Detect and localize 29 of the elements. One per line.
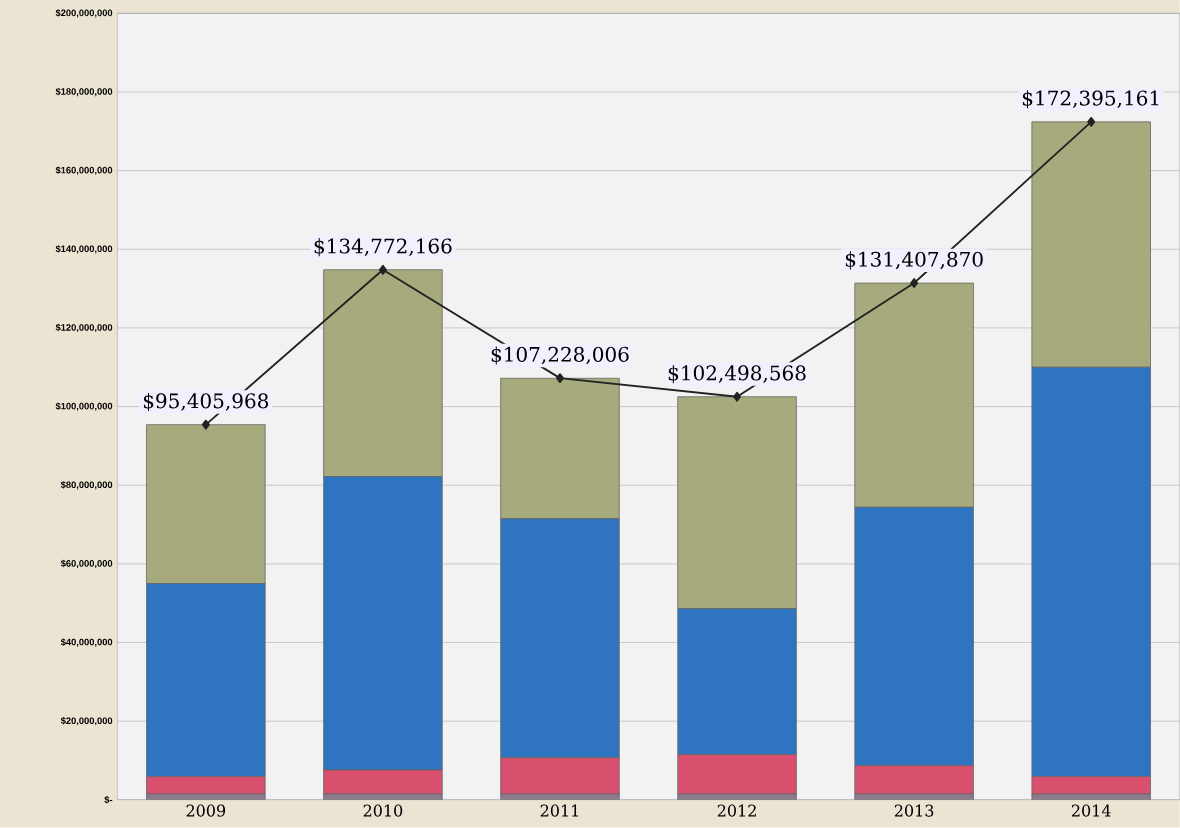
point bbox=[556, 373, 564, 384]
y-tick-label: $80,000,000 bbox=[60, 481, 113, 490]
x-tick-label: 2009 bbox=[186, 804, 226, 817]
point bbox=[1087, 117, 1096, 127]
x-tick-label: 2010 bbox=[363, 804, 403, 817]
y-tick-label: $40,000,000 bbox=[60, 638, 113, 647]
data-label: $131,407,870 bbox=[845, 251, 983, 270]
x-tick-label: 2011 bbox=[540, 804, 579, 817]
y-tick-label: $- bbox=[104, 796, 113, 804]
x-tick-label: 2014 bbox=[1071, 804, 1111, 817]
y-tick-label: $60,000,000 bbox=[60, 559, 113, 569]
y-tick-label: $140,000,000 bbox=[55, 245, 113, 254]
data-label: $95,405,968 bbox=[143, 393, 269, 412]
data-label: $172,395,161 bbox=[1022, 90, 1159, 109]
data-label: $134,772,166 bbox=[314, 238, 452, 257]
x-tick-label: 2013 bbox=[894, 804, 934, 817]
y-tick-label: $160,000,000 bbox=[55, 166, 113, 175]
point bbox=[910, 278, 919, 289]
data-label: $102,498,568 bbox=[668, 365, 806, 384]
y-tick-label: $20,000,000 bbox=[60, 717, 113, 726]
y-tick-label: $120,000,000 bbox=[55, 323, 113, 333]
point bbox=[378, 264, 387, 275]
y-tick-label: $200,000,000 bbox=[55, 9, 113, 18]
x-tick-label: 2012 bbox=[717, 804, 756, 817]
point bbox=[733, 391, 741, 402]
point bbox=[201, 419, 210, 430]
data-label: $107,228,006 bbox=[491, 346, 629, 365]
y-tick-label: $100,000,000 bbox=[55, 402, 113, 411]
y-tick-label: $180,000,000 bbox=[55, 87, 113, 97]
